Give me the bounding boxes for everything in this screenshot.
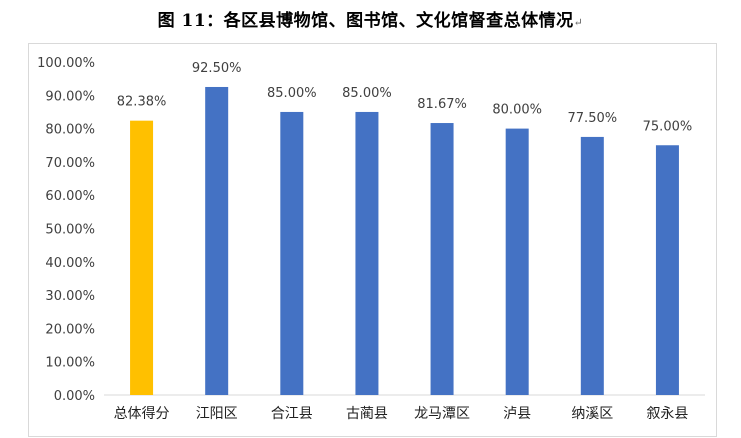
y-tick-label: 50.00%	[45, 223, 95, 238]
bar	[280, 111, 304, 395]
x-tick-label: 纳溪区	[571, 406, 613, 422]
bar	[580, 136, 604, 396]
y-tick-label: 20.00%	[45, 322, 95, 337]
y-tick-label: 70.00%	[45, 156, 95, 171]
data-label: 80.00%	[492, 103, 542, 118]
chart-title: 图 11：各区县博物馆、图书馆、文化馆督查总体情况↵	[0, 6, 741, 31]
data-label: 77.50%	[568, 111, 618, 126]
y-tick-label: 80.00%	[45, 123, 95, 138]
y-tick-label: 30.00%	[45, 289, 95, 304]
return-mark-icon: ↵	[573, 16, 584, 29]
bar	[130, 120, 154, 396]
data-label: 92.50%	[192, 61, 242, 76]
bar	[205, 86, 229, 395]
y-tick-label: 60.00%	[45, 189, 95, 204]
y-tick-label: 40.00%	[45, 256, 95, 271]
x-tick-label: 古蔺县	[346, 406, 388, 422]
data-label: 85.00%	[342, 86, 392, 101]
x-tick-label: 泸县	[503, 406, 531, 422]
y-tick-label: 10.00%	[45, 356, 95, 371]
data-label: 85.00%	[267, 86, 317, 101]
bar	[355, 111, 379, 395]
y-tick-label: 100.00%	[37, 56, 95, 71]
y-tick-label: 90.00%	[45, 89, 95, 104]
x-tick-label: 江阳区	[196, 406, 238, 422]
data-label: 75.00%	[643, 119, 693, 134]
bar	[505, 128, 529, 395]
x-tick-label: 总体得分	[114, 405, 170, 422]
x-tick-label: 叙永县	[646, 405, 688, 422]
bar	[655, 145, 679, 395]
bar	[430, 123, 454, 395]
data-label: 82.38%	[117, 95, 167, 110]
x-tick-label: 合江县	[271, 406, 313, 422]
data-label: 81.67%	[417, 97, 467, 112]
y-tick-label: 0.00%	[54, 389, 95, 404]
chart-title-text: 图 11：各区县博物馆、图书馆、文化馆督查总体情况	[157, 11, 574, 31]
x-tick-label: 龙马潭区	[414, 405, 470, 422]
